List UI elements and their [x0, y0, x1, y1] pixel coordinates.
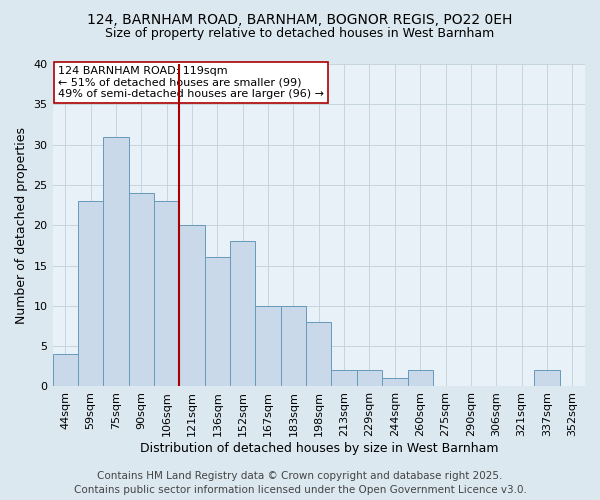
Bar: [407, 370, 433, 386]
Bar: [103, 136, 128, 386]
Bar: [306, 322, 331, 386]
Bar: [78, 201, 103, 386]
Bar: [154, 201, 179, 386]
Bar: [534, 370, 560, 386]
Bar: [281, 306, 306, 386]
Text: 124, BARNHAM ROAD, BARNHAM, BOGNOR REGIS, PO22 0EH: 124, BARNHAM ROAD, BARNHAM, BOGNOR REGIS…: [88, 12, 512, 26]
Bar: [128, 193, 154, 386]
Bar: [230, 242, 256, 386]
Text: 124 BARNHAM ROAD: 119sqm
← 51% of detached houses are smaller (99)
49% of semi-d: 124 BARNHAM ROAD: 119sqm ← 51% of detach…: [58, 66, 324, 99]
Bar: [357, 370, 382, 386]
X-axis label: Distribution of detached houses by size in West Barnham: Distribution of detached houses by size …: [140, 442, 498, 455]
Bar: [382, 378, 407, 386]
Bar: [179, 225, 205, 386]
Bar: [205, 258, 230, 386]
Bar: [256, 306, 281, 386]
Bar: [53, 354, 78, 386]
Text: Size of property relative to detached houses in West Barnham: Size of property relative to detached ho…: [106, 28, 494, 40]
Text: Contains HM Land Registry data © Crown copyright and database right 2025.
Contai: Contains HM Land Registry data © Crown c…: [74, 471, 526, 495]
Y-axis label: Number of detached properties: Number of detached properties: [15, 126, 28, 324]
Bar: [331, 370, 357, 386]
